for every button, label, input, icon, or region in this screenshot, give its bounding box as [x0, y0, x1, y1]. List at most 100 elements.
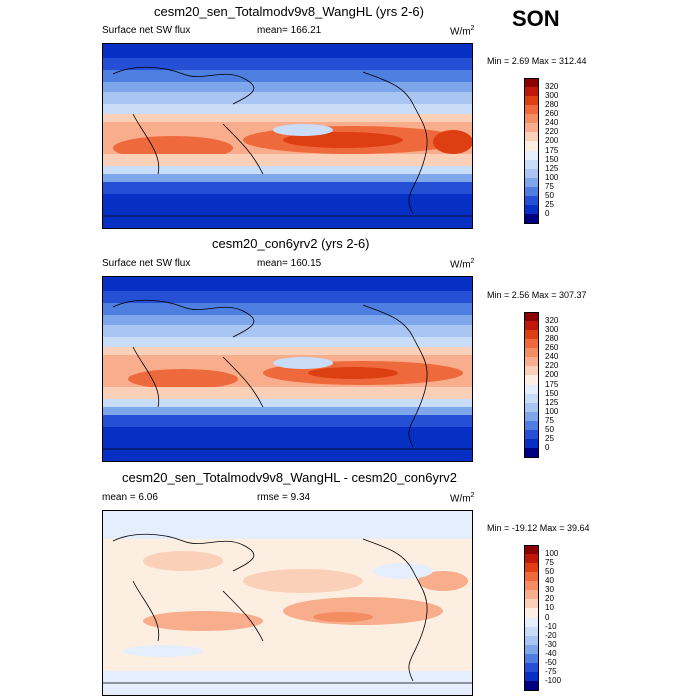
colorbar-swatch [524, 159, 539, 170]
colorbar-tick-label: -30 [545, 639, 557, 649]
colorbar-swatch [524, 177, 539, 188]
colorbar-tick-label: 100 [545, 549, 559, 559]
panel-2-colorbar: 320 300 280 260 240 220 200 175 150 125 100 75 50 25 0 [524, 312, 584, 462]
colorbar-swatch [524, 384, 539, 395]
colorbar-tick-label: 25 [545, 199, 554, 209]
panel-2-map-field [103, 277, 472, 461]
panel-2-variable-label: Surface net SW flux [102, 258, 191, 269]
colorbar-tick-label: 75 [545, 415, 554, 425]
colorbar-swatch [524, 339, 539, 349]
colorbar-swatch [524, 78, 539, 88]
panel-3-map-field [103, 511, 472, 695]
colorbar-tick-label: 200 [545, 136, 559, 146]
colorbar-tick-label: -40 [545, 648, 557, 658]
colorbar-swatch [524, 411, 539, 422]
panel-2-mean-label: mean= 160.15 [257, 258, 322, 269]
panel-3-units: W/m2 [450, 492, 475, 505]
colorbar-swatch [524, 87, 539, 97]
colorbar-swatch [524, 357, 539, 367]
colorbar-swatch [524, 581, 539, 591]
colorbar-swatch [524, 168, 539, 179]
colorbar-tick-label: 320 [545, 82, 559, 92]
colorbar-tick-label: -10 [545, 621, 557, 631]
colorbar-swatch [524, 312, 539, 322]
panel-3-rmse-label: rmse = 9.34 [257, 492, 311, 503]
colorbar-tick-label: 40 [545, 576, 554, 586]
colorbar-swatch [524, 330, 539, 340]
colorbar-tick-label: 50 [545, 567, 554, 577]
colorbar-tick-label: 25 [545, 433, 554, 443]
colorbar-swatch [524, 608, 539, 618]
panel-1-min-max: Min = 2.69 Max = 312.44 [487, 56, 587, 66]
colorbar-swatch [524, 429, 539, 440]
colorbar-swatch [524, 141, 539, 151]
colorbar-tick-label: 0 [545, 442, 550, 452]
colorbar-swatch [524, 662, 539, 673]
colorbar-tick-label: 220 [545, 361, 559, 371]
colorbar-tick-label: 10 [545, 603, 554, 613]
colorbar-swatch [524, 671, 539, 682]
colorbar-swatch [524, 554, 539, 564]
colorbar-swatch [524, 590, 539, 600]
panel-1-title: cesm20_sen_Totalmodv9v8_WangHL (yrs 2-6) [154, 4, 424, 19]
panel-1-units: W/m2 [450, 25, 475, 38]
colorbar-tick-label: 75 [545, 558, 554, 568]
colorbar-swatch [524, 572, 539, 582]
panel-3-map [102, 510, 473, 696]
colorbar-tick-label: 100 [545, 406, 559, 416]
colorbar-swatch [524, 599, 539, 609]
colorbar-tick-label: 50 [545, 190, 554, 200]
colorbar-tick-label: 0 [545, 612, 550, 622]
colorbar-tick-label: 300 [545, 325, 559, 335]
colorbar-swatch [524, 96, 539, 106]
colorbar-swatch [524, 644, 539, 655]
colorbar-swatch [524, 375, 539, 385]
colorbar-swatch [524, 150, 539, 161]
colorbar-swatch [524, 195, 539, 206]
colorbar-tick-label: 280 [545, 334, 559, 344]
colorbar-tick-label: 260 [545, 343, 559, 353]
colorbar-tick-label: 320 [545, 316, 559, 326]
colorbar-tick-label: 75 [545, 181, 554, 191]
colorbar-tick-label: 150 [545, 388, 559, 398]
colorbar-swatch [524, 447, 539, 458]
colorbar-tick-label: -100 [545, 675, 562, 685]
panel-3-mean-label: mean = 6.06 [102, 492, 158, 503]
panel-1-variable-label: Surface net SW flux [102, 25, 191, 36]
panel-2-map [102, 276, 473, 462]
colorbar-tick-label: 240 [545, 352, 559, 362]
colorbar-swatch [524, 635, 539, 646]
colorbar-swatch [524, 438, 539, 449]
panel-3-min-max: Min = -19.12 Max = 39.64 [487, 523, 590, 533]
colorbar-swatch [524, 680, 539, 691]
colorbar-swatch [524, 105, 539, 115]
colorbar-tick-label: 240 [545, 118, 559, 128]
colorbar-swatch [524, 213, 539, 224]
colorbar-swatch [524, 393, 539, 404]
colorbar-swatch [524, 348, 539, 358]
colorbar-tick-label: 220 [545, 127, 559, 137]
panel-2-title: cesm20_con6yrv2 (yrs 2-6) [212, 236, 370, 251]
colorbar-swatch [524, 366, 539, 376]
panel-1-map [102, 43, 473, 229]
colorbar-tick-label: 30 [545, 585, 554, 595]
colorbar-tick-label: 125 [545, 163, 559, 173]
colorbar-tick-label: 200 [545, 370, 559, 380]
colorbar-tick-label: 300 [545, 91, 559, 101]
colorbar-swatch [524, 626, 539, 637]
colorbar-tick-label: 175 [545, 145, 559, 155]
colorbar-tick-label: 50 [545, 424, 554, 434]
panel-3-colorbar: 100 75 50 40 30 20 10 0 -10 -20 -30 -40 -50 -75 -100 [524, 545, 584, 695]
colorbar-tick-label: -75 [545, 666, 557, 676]
colorbar-tick-label: 100 [545, 172, 559, 182]
panel-2-min-max: Min = 2.56 Max = 307.37 [487, 290, 587, 300]
panel-2-units: W/m2 [450, 258, 475, 271]
colorbar-tick-label: 175 [545, 379, 559, 389]
colorbar-swatch [524, 563, 539, 573]
colorbar-tick-label: -20 [545, 630, 557, 640]
colorbar-swatch [524, 186, 539, 197]
colorbar-swatch [524, 321, 539, 331]
colorbar-swatch [524, 123, 539, 133]
colorbar-tick-label: 0 [545, 208, 550, 218]
panel-1-mean-label: mean= 166.21 [257, 25, 322, 36]
